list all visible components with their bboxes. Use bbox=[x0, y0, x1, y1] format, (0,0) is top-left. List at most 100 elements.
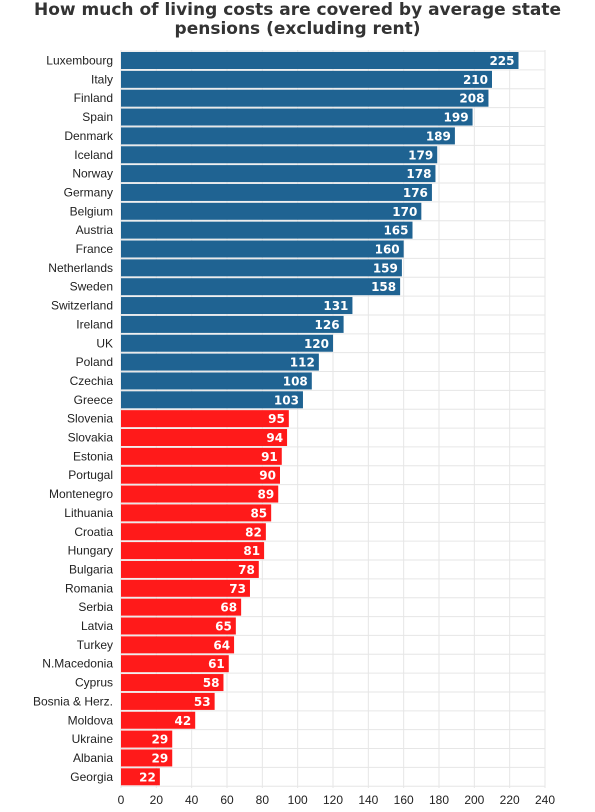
category-label: Germany bbox=[64, 185, 113, 199]
value-label: 82 bbox=[245, 525, 262, 539]
bar-iceland bbox=[121, 146, 438, 164]
category-label: Croatia bbox=[74, 525, 113, 539]
category-label: Albania bbox=[73, 751, 113, 765]
value-label: 68 bbox=[220, 601, 237, 615]
value-label: 210 bbox=[463, 73, 488, 87]
category-label: Ireland bbox=[76, 317, 113, 331]
value-label: 208 bbox=[459, 92, 484, 106]
x-tick-label-20: 20 bbox=[150, 793, 164, 807]
category-label: Italy bbox=[91, 72, 113, 86]
value-label: 108 bbox=[283, 374, 308, 388]
chart-title-line-2: pensions (excluding rent) bbox=[174, 19, 421, 39]
category-label: Bosnia & Herz. bbox=[33, 694, 113, 708]
bar-croatia bbox=[121, 523, 266, 541]
category-label: Portugal bbox=[68, 468, 113, 482]
value-label: 61 bbox=[208, 657, 225, 671]
category-label: Serbia bbox=[78, 600, 113, 614]
category-label: Iceland bbox=[74, 148, 113, 162]
value-label: 64 bbox=[213, 638, 230, 652]
category-label: Cyprus bbox=[75, 676, 113, 690]
bar-ukraine bbox=[121, 730, 173, 748]
value-label: 85 bbox=[250, 506, 267, 520]
category-label: Ukraine bbox=[72, 732, 114, 746]
bar-slovenia bbox=[121, 410, 289, 428]
value-label: 199 bbox=[444, 111, 469, 125]
value-label: 91 bbox=[261, 450, 278, 464]
bar-cyprus bbox=[121, 674, 224, 692]
category-label: Denmark bbox=[64, 129, 114, 143]
category-label: Slovakia bbox=[68, 431, 114, 445]
bar-netherlands bbox=[121, 259, 402, 277]
bar-switzerland bbox=[121, 297, 353, 315]
value-label: 42 bbox=[174, 714, 191, 728]
category-label: Estonia bbox=[73, 449, 113, 463]
bar-portugal bbox=[121, 466, 280, 484]
bar-greece bbox=[121, 391, 303, 409]
chart-title: How much of living costs are covered by … bbox=[0, 1, 595, 39]
value-label: 95 bbox=[268, 412, 285, 426]
value-label: 225 bbox=[489, 54, 514, 68]
category-label: Belgium bbox=[70, 204, 113, 218]
value-label: 53 bbox=[194, 695, 211, 709]
bar-italy bbox=[121, 70, 492, 88]
value-label: 94 bbox=[266, 431, 283, 445]
category-labels: Luxembourg Italy Finland Spain Denmark Icelan… bbox=[33, 54, 114, 784]
bar-luxembourg bbox=[121, 52, 519, 69]
bar-georgia bbox=[121, 768, 160, 786]
value-label: 22 bbox=[139, 770, 156, 784]
bars bbox=[121, 52, 519, 786]
value-label: 178 bbox=[406, 167, 431, 181]
bar-serbia bbox=[121, 598, 242, 616]
bar-turkey bbox=[121, 636, 235, 654]
category-label: Greece bbox=[74, 393, 114, 407]
value-label: 58 bbox=[203, 676, 220, 690]
x-tick-label-240: 240 bbox=[535, 793, 555, 807]
bar-uk bbox=[121, 334, 333, 352]
category-label: UK bbox=[96, 336, 113, 350]
bar-austria bbox=[121, 221, 413, 239]
category-label: Czechia bbox=[70, 374, 114, 388]
category-label: Slovenia bbox=[67, 412, 113, 426]
bar-denmark bbox=[121, 127, 455, 145]
x-tick-label-100: 100 bbox=[288, 793, 308, 807]
value-label: 158 bbox=[371, 280, 396, 294]
category-label: N.Macedonia bbox=[42, 657, 113, 671]
bar-norway bbox=[121, 165, 436, 183]
bar-albania bbox=[121, 749, 173, 767]
x-axis-ticks: 0 20 40 60 80 100 120 140 160 180 200 220 240 bbox=[118, 793, 556, 807]
bar-slovakia bbox=[121, 429, 288, 446]
category-label: Sweden bbox=[70, 280, 113, 294]
value-label: 131 bbox=[323, 299, 348, 313]
category-label: Lithuania bbox=[64, 506, 113, 520]
category-label: Netherlands bbox=[48, 261, 113, 275]
value-label: 179 bbox=[408, 148, 433, 162]
x-tick-label-160: 160 bbox=[394, 793, 414, 807]
value-label: 89 bbox=[258, 488, 275, 502]
x-tick-label-40: 40 bbox=[185, 793, 199, 807]
value-label: 103 bbox=[274, 393, 299, 407]
value-label: 78 bbox=[238, 563, 255, 577]
x-tick-label-80: 80 bbox=[256, 793, 270, 807]
value-label: 90 bbox=[259, 469, 276, 483]
chart-title-line-1: How much of living costs are covered by … bbox=[34, 0, 561, 20]
category-label: Luxembourg bbox=[46, 54, 113, 68]
value-label: 189 bbox=[426, 129, 451, 143]
bar-bosnia-herz- bbox=[121, 692, 215, 710]
category-label: Latvia bbox=[81, 619, 113, 633]
bar-belgium bbox=[121, 202, 422, 220]
value-label: 165 bbox=[383, 224, 408, 238]
category-label: Bulgaria bbox=[69, 562, 113, 576]
value-label: 126 bbox=[315, 318, 340, 332]
bar-hungary bbox=[121, 542, 265, 560]
value-label: 29 bbox=[152, 751, 169, 765]
category-label: Norway bbox=[72, 167, 113, 181]
value-label: 65 bbox=[215, 620, 232, 634]
value-label: 176 bbox=[403, 186, 428, 200]
bar-romania bbox=[121, 579, 250, 597]
category-label: Montenegro bbox=[49, 487, 113, 501]
bar-sweden bbox=[121, 278, 401, 296]
bar-germany bbox=[121, 183, 432, 201]
category-label: Hungary bbox=[68, 544, 113, 558]
